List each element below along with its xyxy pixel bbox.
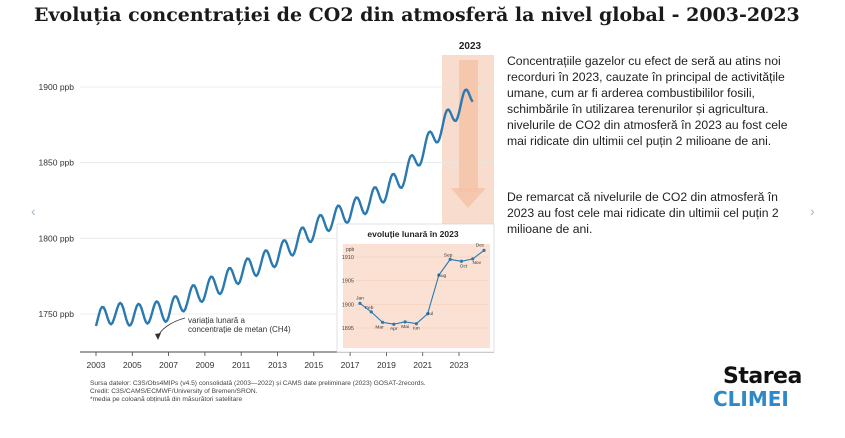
inset-point xyxy=(392,322,396,326)
inset-y-tick-label: 1895 xyxy=(342,326,354,332)
x-tick-label: 2009 xyxy=(195,360,214,370)
chart-title: Evoluția concentrației de CO2 din atmosf… xyxy=(34,4,800,26)
inset-title: evoluție lunară în 2023 xyxy=(367,229,458,239)
source-line-1: Sursa datelor: C3S/Obs4MIPs (v4.5) conso… xyxy=(90,380,426,387)
inset-y-tick-label: 1905 xyxy=(342,279,354,285)
x-tick-label: 2017 xyxy=(341,360,360,370)
y-tick-label: 1900 ppb xyxy=(39,82,75,92)
inset-line xyxy=(359,249,485,325)
x-tick-label: 2011 xyxy=(232,360,251,370)
y-tick-label: 1850 ppb xyxy=(39,158,75,168)
carousel-prev-arrow[interactable]: ‹ xyxy=(31,203,36,219)
inset-point xyxy=(403,320,407,324)
inset-point-label: Mai xyxy=(401,324,409,330)
description-paragraph-1: Concentrațiile gazelor cu efect de seră … xyxy=(507,54,788,148)
main-x-ticks: 2003 2005 2007 2009 2011 2013 2015 2017 2019 2021… xyxy=(87,352,469,370)
series-annotation: variația lunară a concentrație de metan (… xyxy=(155,316,291,340)
inset-y-tick-label: 1900 xyxy=(342,302,354,308)
inset-point xyxy=(437,273,441,277)
inset-point-label: Dec xyxy=(476,242,485,248)
main-y-ticks: 1750 ppb 1800 ppb 1850 ppb 1900 ppb xyxy=(39,82,75,319)
inset-point xyxy=(358,301,362,305)
x-tick-label: 2019 xyxy=(377,360,396,370)
carousel-next-arrow[interactable]: › xyxy=(810,203,815,219)
inset-point-label: Sep xyxy=(444,252,453,258)
inset-point-label: Aug xyxy=(438,273,447,279)
ch4-monthly-line xyxy=(94,88,474,327)
source-line-3: *media pe coloană obținută din măsurător… xyxy=(90,396,243,404)
inset-point-label: Mar xyxy=(375,324,384,330)
inset-point-label: Apr xyxy=(390,326,398,332)
inset-point xyxy=(426,312,430,316)
inset-chart: evoluție lunară în 2023 ppb 1895 1900 1905… xyxy=(336,223,495,353)
logo-line-1: Starea xyxy=(723,364,802,389)
x-tick-label: 2003 xyxy=(87,360,106,370)
inset-point xyxy=(448,257,452,261)
inset-point-label: Iun xyxy=(413,326,420,332)
brand-logo[interactable]: Starea CLIMEI xyxy=(713,364,813,411)
inset-point xyxy=(380,320,385,324)
inset-point xyxy=(482,248,486,252)
source-note: Sursa datelor: C3S/Obs4MIPs (v4.5) conso… xyxy=(90,380,426,405)
x-tick-label: 2007 xyxy=(159,360,178,370)
y-tick-label: 1800 ppb xyxy=(39,233,75,243)
inset-y-label: ppb xyxy=(346,247,355,253)
description-paragraph-2: De remarcat că nivelurile de CO2 din atm… xyxy=(507,190,779,236)
x-tick-label: 2005 xyxy=(123,360,142,370)
y-tick-label: 1750 ppb xyxy=(39,309,75,319)
x-tick-label: 2021 xyxy=(413,360,432,370)
x-tick-label: 2015 xyxy=(304,360,323,370)
source-line-2: Credit: C3S/CAMS/ECMWF/University of Bre… xyxy=(90,388,258,396)
inset-point xyxy=(459,259,464,263)
inset-point-label: Jan xyxy=(356,295,364,301)
inset-point-label: Oct xyxy=(460,263,468,269)
inset-point-label: Nov xyxy=(472,260,481,266)
inset-point xyxy=(414,322,418,326)
highlight-year-label: 2023 xyxy=(459,41,482,52)
inset-point-label: Feb xyxy=(365,305,374,311)
inset-point xyxy=(471,257,475,261)
inset-point-label: Iul xyxy=(428,311,433,317)
inset-y-tick-label: 1910 xyxy=(342,255,354,261)
x-tick-label: 2013 xyxy=(268,360,287,370)
x-tick-label: 2023 xyxy=(450,360,469,370)
inset-point xyxy=(369,310,373,314)
logo-line-2: CLIMEI xyxy=(713,387,789,411)
